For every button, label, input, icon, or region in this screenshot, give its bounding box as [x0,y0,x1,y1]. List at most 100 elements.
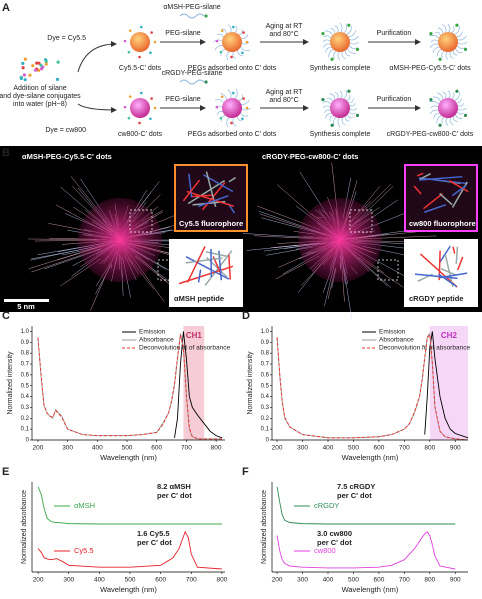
peg-chain [330,28,336,35]
x-tick-label: 400 [94,577,105,584]
bond [449,180,469,193]
peg-chain [450,92,455,100]
peg-chain [232,50,236,59]
aging-label: and 80°C [269,96,298,104]
peg-chain [432,96,442,103]
zoom-box [349,209,373,233]
zoom-box [129,209,153,233]
channel-shade [429,326,468,440]
y-tick-label: 0.3 [21,405,30,411]
peg-chain [322,39,332,43]
x-tick-label: 200 [33,577,44,584]
dot [153,106,157,110]
peg-chain [239,111,249,117]
x-tick-label: 200 [272,445,283,452]
bond [186,190,234,207]
x-axis-label: Wavelength (nm) [342,453,399,462]
c-dot [438,32,458,52]
dot [123,105,127,109]
bond [414,273,458,280]
silane-label: PEG-silane [165,96,201,103]
legend-label: Cy5.5 [74,546,94,555]
y-tick-label: 0.8 [21,351,30,357]
legend-label: Emission [379,329,406,336]
stage-label: PEGs adsorbed onto C′ dots [188,65,277,72]
peg-chain [239,45,250,51]
annotation: per C′ dot [137,538,172,547]
peg-chain [226,50,231,61]
ligand [455,89,459,93]
x-tick-label: 400 [323,577,334,584]
x-tick-label: 500 [348,577,359,584]
peg-chain [452,115,458,122]
peg-chain [337,116,341,128]
peg-chain [344,115,350,122]
c-dot [130,32,150,52]
peg-chain [342,23,347,34]
peg-chain [344,49,351,57]
bond [439,192,453,206]
legend-label: Emission [139,329,166,336]
aging-label: Aging at RT [266,23,304,30]
silane-ligand [204,80,208,84]
inset-label: cRGDY peptide [409,294,463,303]
silane-ligand [204,14,208,18]
precursor-dot [23,57,28,61]
y-axis-label: Normalized absorbance [21,490,28,564]
purification-label: Purification [377,96,412,103]
stage-label: Synthesis complete [310,131,371,138]
silane-label: αMSH-PEG-silane [163,4,220,11]
dot [138,121,141,125]
dot [230,121,233,125]
silane-icon [179,79,205,85]
peg-chain [333,116,338,127]
peg-chain [430,39,440,43]
stage-label: cw800-C′ dots [118,131,163,138]
data-line [37,530,222,570]
precursor-dot [39,67,44,71]
dot [232,91,235,95]
dot [149,51,152,55]
inset-label: Cy5.5 fluorophore [179,219,243,228]
data-line [276,333,469,441]
x-axis-label: Wavelength (nm) [342,585,399,594]
precursor-dot [31,64,35,68]
peg-chain [437,27,444,35]
silane-label: cRGDY-PEG-silane [162,70,223,77]
x-tick-label: 900 [450,445,461,452]
dot [220,29,224,32]
y-tick-label: 0.7 [261,362,270,368]
legend-label: cRGDY [314,501,339,510]
bond [439,245,451,263]
y-tick-label: 0.8 [261,351,270,357]
y-tick-label: 0.2 [261,416,270,422]
y-tick-label: 0 [26,438,30,444]
bond [202,182,226,211]
data-line [276,531,456,570]
start-text: Addition of silane [13,85,66,92]
peg-chain [233,88,238,100]
x-tick-label: 200 [272,577,283,584]
peg-chain [325,112,333,119]
bond [185,256,230,280]
ligand [438,57,442,61]
bond [197,269,202,283]
bond [205,251,229,258]
dot [230,55,233,59]
dot [220,95,224,98]
ligand [455,23,459,27]
bond [416,172,424,177]
ligand [463,47,468,51]
dot [150,31,153,34]
x-tick-label: 700 [399,577,410,584]
dot [215,39,219,43]
ligand [347,89,351,93]
y-tick-label: 0 [266,438,270,444]
purification-label: Purification [377,30,412,37]
aging-label: and 80°C [269,30,298,38]
precursor-dot [44,62,48,66]
dot [127,50,131,54]
silane-icon [179,13,205,19]
